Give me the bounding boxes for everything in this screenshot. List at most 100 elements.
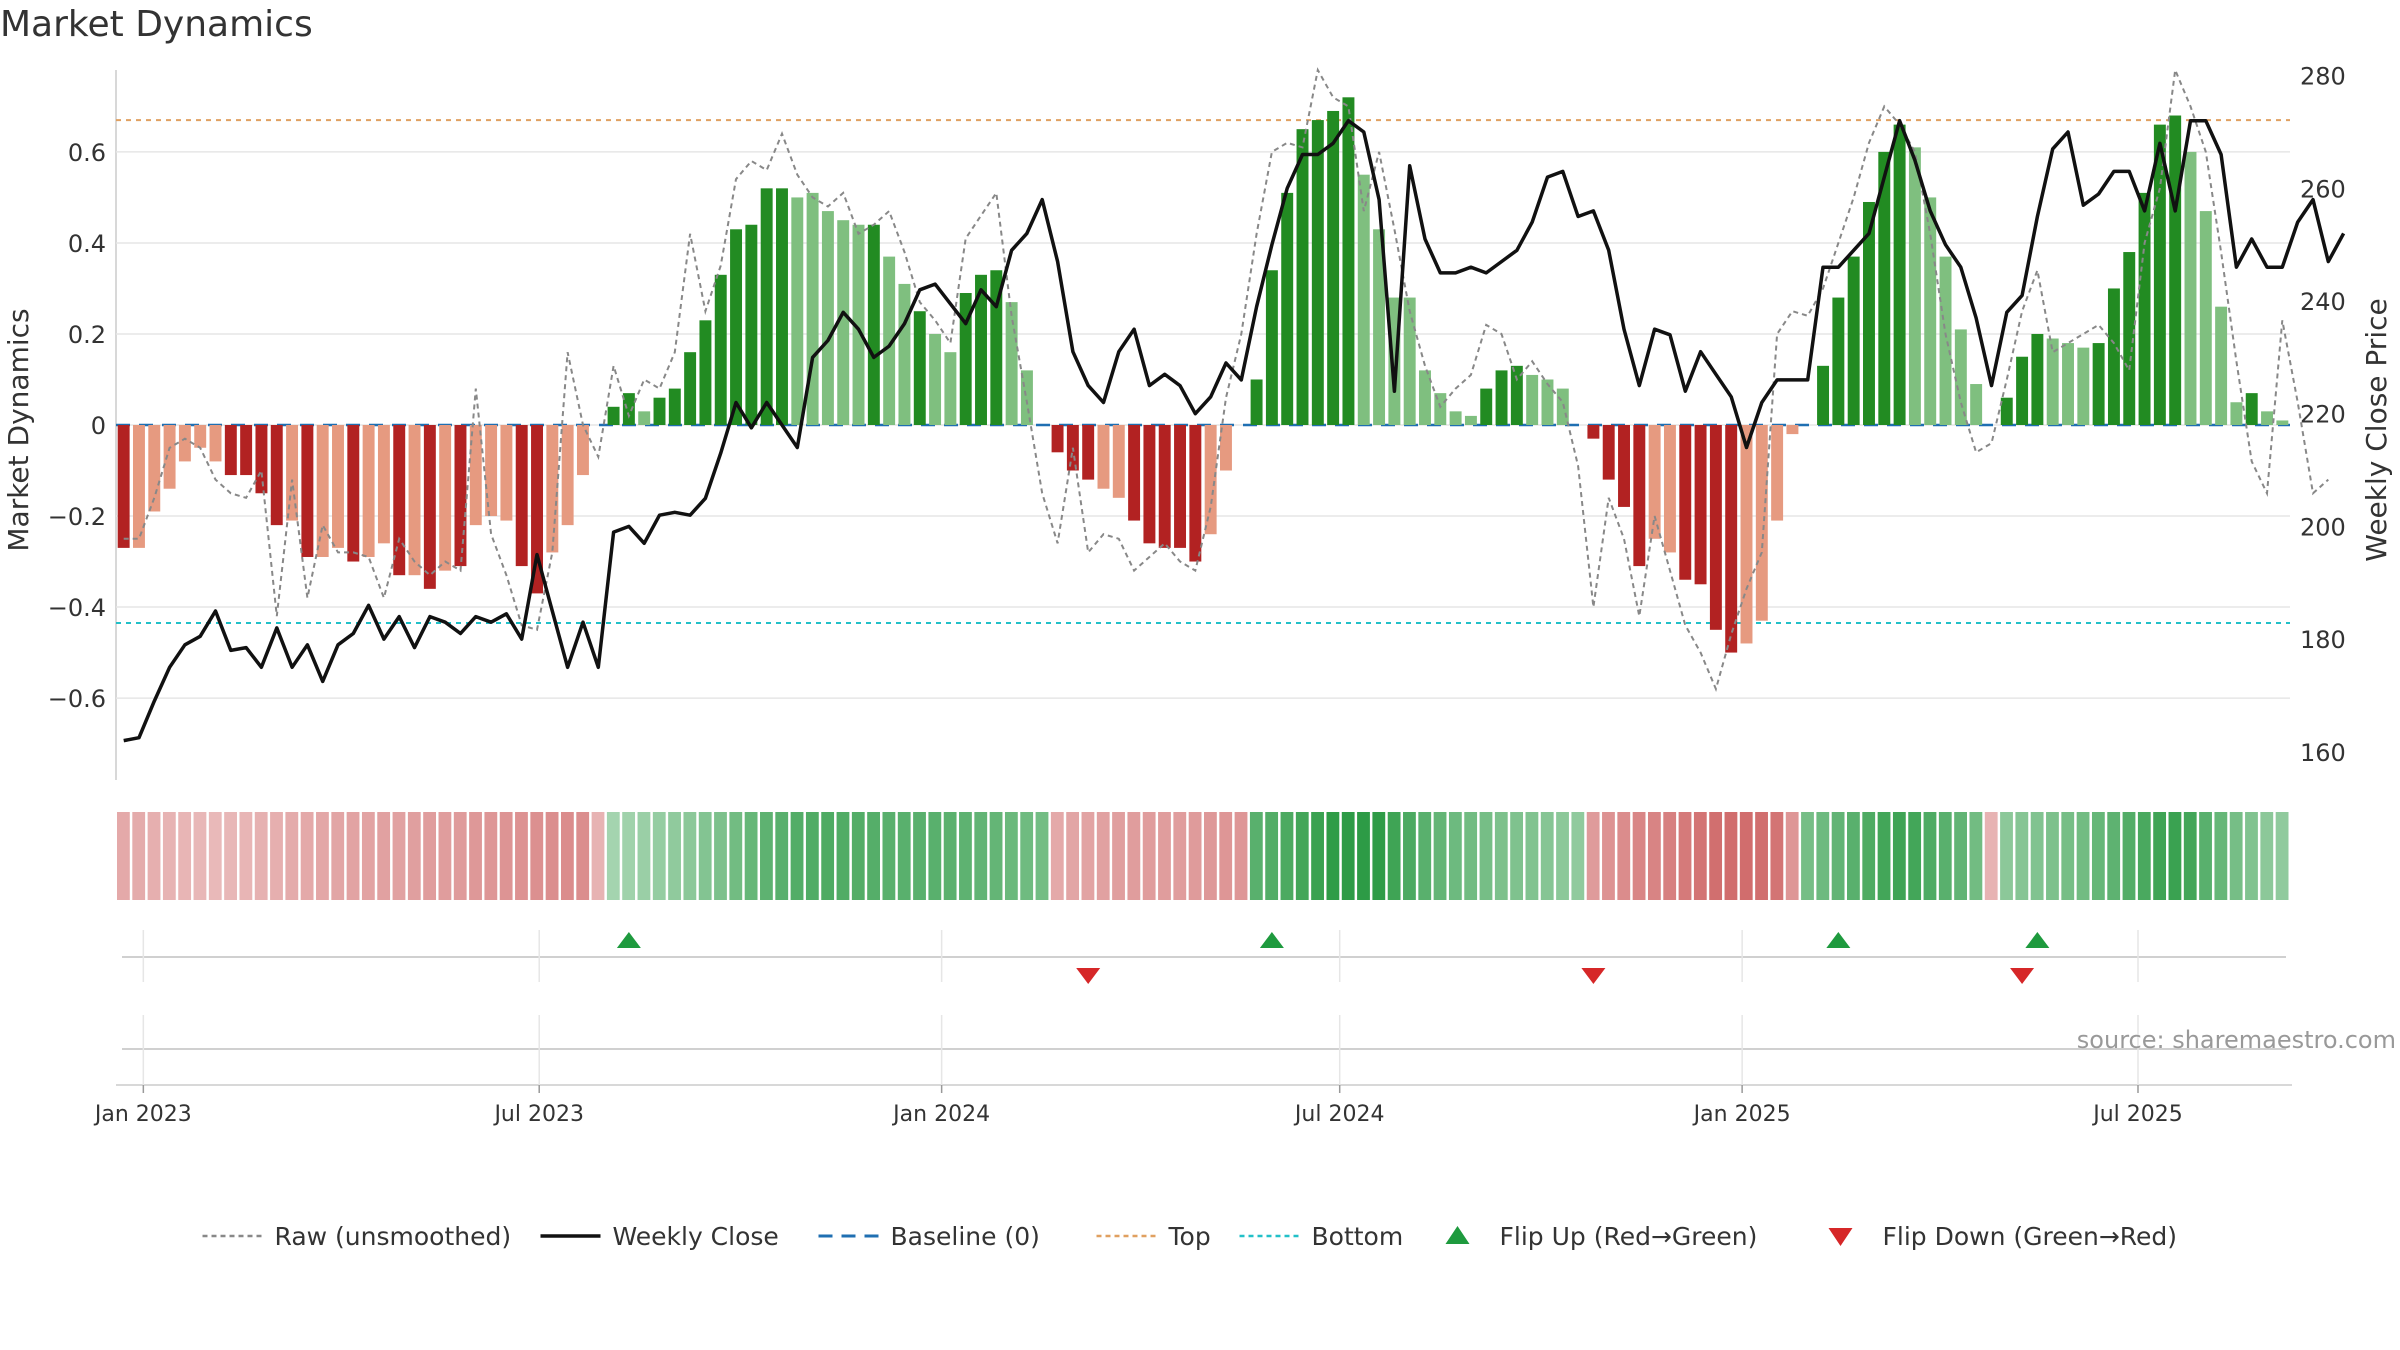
strength-cell xyxy=(1020,812,1034,900)
dynamics-bar xyxy=(1219,425,1232,471)
y-tick-label-right: 280 xyxy=(2300,63,2346,91)
strength-cell xyxy=(1877,812,1891,900)
dynamics-bar xyxy=(1480,388,1493,425)
dynamics-bar xyxy=(776,188,788,425)
strength-cell xyxy=(2245,812,2258,900)
y-tick-label-left: 0.6 xyxy=(68,139,106,167)
y-tick-label-left: −0.4 xyxy=(48,594,106,622)
strength-cell xyxy=(1908,812,1922,900)
strength-cell xyxy=(591,812,605,900)
strength-cell xyxy=(1234,812,1248,900)
strength-cell xyxy=(1004,812,1018,900)
strength-cell xyxy=(760,812,773,900)
y-axis-label-left: Market Dynamics xyxy=(2,308,35,551)
dynamics-bar xyxy=(1082,425,1095,480)
strength-cell xyxy=(1341,812,1355,900)
dynamics-bar xyxy=(638,411,651,425)
strength-cell xyxy=(897,812,911,900)
dynamics-bar xyxy=(2276,420,2289,425)
strength-cell xyxy=(117,812,130,900)
strength-cell xyxy=(254,812,268,900)
strength-cell xyxy=(2122,812,2136,900)
strength-cell xyxy=(1540,812,1554,900)
strength-cell xyxy=(882,812,896,900)
dynamics-bar xyxy=(2077,347,2090,425)
dynamics-bar xyxy=(2245,393,2258,425)
strength-cell xyxy=(1265,812,1279,900)
source-text: source: sharemaestro.com xyxy=(2077,1026,2396,1054)
dynamics-bar xyxy=(699,320,712,425)
strength-cell xyxy=(836,812,850,900)
dynamics-bar xyxy=(2000,397,2013,425)
strength-cell xyxy=(1295,812,1309,900)
dynamics-bar xyxy=(1618,425,1630,507)
dynamics-bar xyxy=(393,425,406,576)
strength-cell xyxy=(622,812,636,900)
flip-down-marker xyxy=(1581,968,1606,984)
strength-cell xyxy=(1494,812,1508,900)
dynamics-bar xyxy=(1663,425,1676,553)
strength-cell xyxy=(1923,812,1937,900)
strength-cell xyxy=(147,812,161,900)
dynamics-bar xyxy=(684,352,697,425)
dynamics-bar xyxy=(821,211,834,425)
dynamics-bar xyxy=(1464,415,1477,425)
strength-cell xyxy=(1678,812,1692,900)
strength-cell xyxy=(1510,812,1524,900)
dynamics-bar xyxy=(1342,97,1355,426)
x-axis-ticks: Jan 2023 Jul 2023 Jan 2024 Jul 2024 Jan 2025… xyxy=(93,1085,2183,1127)
dynamics-bar xyxy=(1388,297,1401,425)
strength-cell xyxy=(698,812,712,900)
strength-cell xyxy=(1525,812,1539,900)
strength-cell xyxy=(484,812,498,900)
dynamics-bar xyxy=(1373,229,1386,425)
strength-cell xyxy=(346,812,360,900)
strength-cell xyxy=(545,812,559,900)
dynamics-bar xyxy=(2169,115,2182,425)
dynamics-bar xyxy=(2123,252,2136,425)
strength-cell xyxy=(2153,812,2167,900)
dynamics-bar xyxy=(898,283,911,425)
dynamics-bar xyxy=(1020,370,1033,425)
y-tick-label-right: 240 xyxy=(2300,288,2346,316)
dynamics-bar xyxy=(745,224,758,425)
dynamics-bar xyxy=(1939,256,1952,425)
dynamics-bar xyxy=(377,425,390,544)
strength-cell xyxy=(1096,812,1110,900)
dynamics-bar xyxy=(270,425,283,526)
dynamics-bar xyxy=(2138,192,2151,425)
dynamics-bar xyxy=(2199,211,2212,425)
strength-cell xyxy=(1693,812,1707,900)
dynamics-bar xyxy=(1204,425,1217,535)
dynamics-bar xyxy=(531,425,543,594)
strength-cell xyxy=(1571,812,1585,900)
strength-cell xyxy=(744,812,758,900)
strength-cell xyxy=(407,812,421,900)
dynamics-bar xyxy=(837,220,850,425)
strength-cell xyxy=(1357,812,1370,900)
strength-cell xyxy=(775,812,789,900)
dynamics-bar xyxy=(347,425,360,562)
strength-cell xyxy=(1448,812,1462,900)
dynamics-bar xyxy=(1265,270,1278,425)
y-tick-label-right: 220 xyxy=(2300,401,2346,429)
dynamics-bar xyxy=(2230,402,2243,425)
dynamics-bar xyxy=(1510,365,1523,425)
dynamics-bar xyxy=(1357,174,1370,425)
dynamics-bar xyxy=(1786,425,1799,435)
legend-label: Flip Down (Green→Red) xyxy=(1883,1222,2178,1251)
legend-swatch-tri-down xyxy=(1828,1228,1853,1246)
strength-cell xyxy=(2168,812,2182,900)
dynamics-bar xyxy=(714,274,727,425)
legend-label: Weekly Close xyxy=(613,1222,779,1251)
dynamics-bar xyxy=(1970,384,1983,425)
dynamics-bar xyxy=(1526,374,1539,425)
strength-cell xyxy=(1249,812,1263,900)
dynamics-bar xyxy=(1005,302,1018,425)
dynamics-bar xyxy=(454,425,467,567)
dynamics-bar xyxy=(117,425,130,548)
strength-cell xyxy=(438,812,452,900)
strength-cell xyxy=(1862,812,1876,900)
strength-cell xyxy=(178,812,192,900)
strength-cell xyxy=(790,812,804,900)
